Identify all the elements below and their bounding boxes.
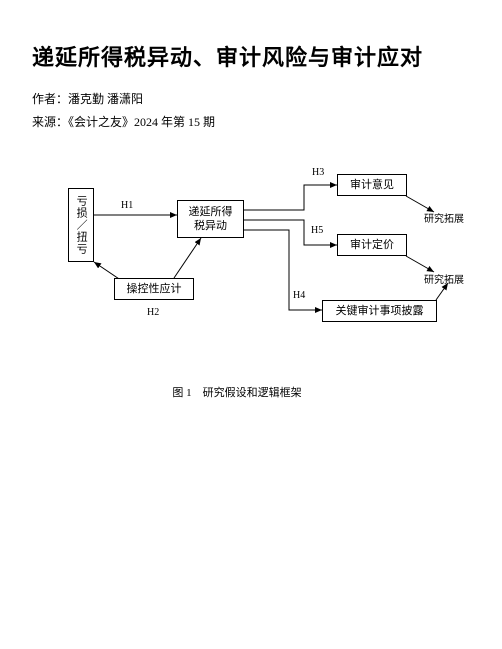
node-audit-opinion: 审计意见: [337, 174, 407, 196]
figure-wrap: 亏损／扭亏 递延所得 税异动 操控性应计 审计意见 审计定价 关键审计事项披露 …: [32, 160, 470, 400]
label-h4: H4: [293, 290, 305, 301]
label-h2: H2: [147, 307, 159, 318]
label-extension-2: 研究拓展: [424, 271, 464, 286]
node-dta-change: 递延所得 税异动: [177, 200, 244, 238]
author-line: 作者：潘克勤 潘潇阳: [32, 90, 470, 107]
figure-caption: 图 1 研究假设和逻辑框架: [44, 384, 470, 400]
label-h1: H1: [121, 200, 133, 211]
node-discretionary-accruals: 操控性应计: [114, 278, 194, 300]
label-h5: H5: [311, 225, 323, 236]
figure-arrows: [44, 160, 474, 370]
node-loss-turnaround: 亏损／扭亏: [68, 188, 94, 262]
node-kam-disclosure: 关键审计事项披露: [322, 300, 437, 322]
page-title: 递延所得税异动、审计风险与审计应对: [32, 40, 470, 72]
node-audit-pricing: 审计定价: [337, 234, 407, 256]
label-extension-1: 研究拓展: [424, 210, 464, 225]
source-line: 来源：《会计之友》2024 年第 15 期: [32, 113, 470, 130]
figure: 亏损／扭亏 递延所得 税异动 操控性应计 审计意见 审计定价 关键审计事项披露 …: [44, 160, 474, 370]
label-h3: H3: [312, 167, 324, 178]
